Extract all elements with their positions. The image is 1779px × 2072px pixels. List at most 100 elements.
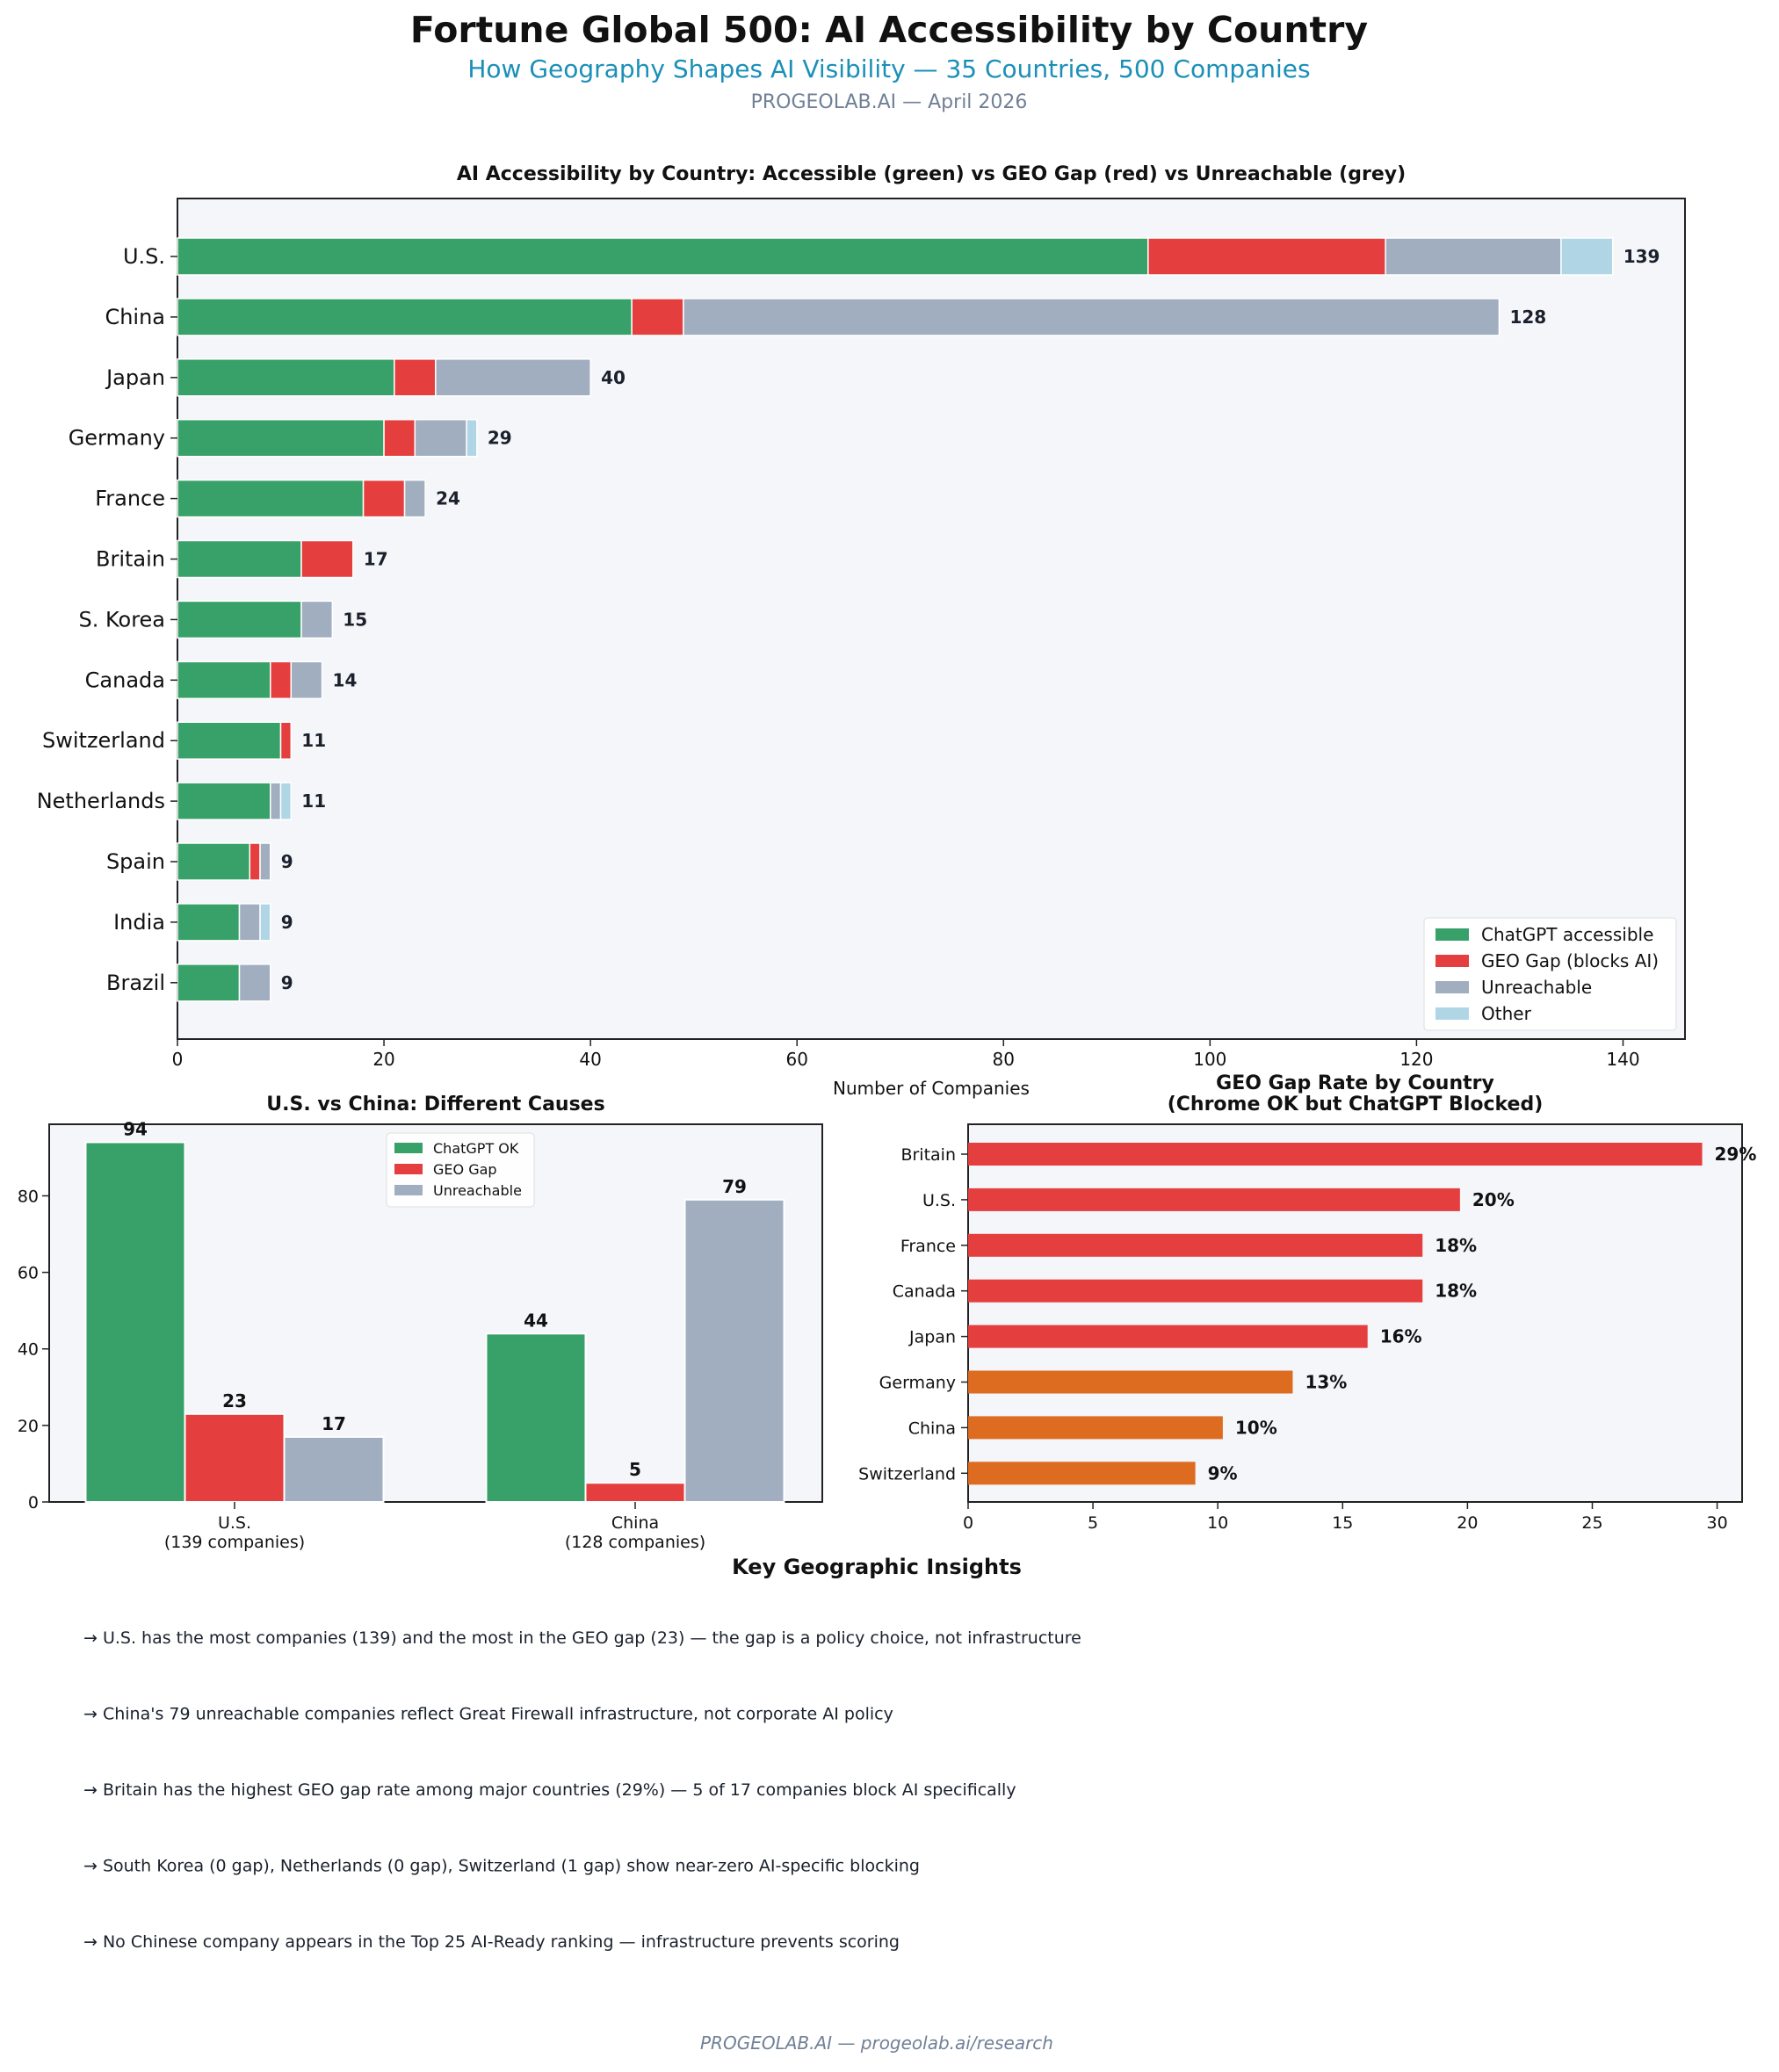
x-tick-label: 120 (1399, 1049, 1433, 1070)
bar-segment-unreachable (270, 782, 282, 820)
stacked-bar-chart: AI Accessibility by Country: Accessible … (37, 163, 1686, 1099)
y-tick-label: U.S. (123, 244, 165, 269)
bar-segment-other (259, 903, 271, 942)
legend-swatch (394, 1185, 423, 1195)
bar-unreachable (683, 1198, 785, 1503)
byline: PROGEOLAB.AI — April 2026 (751, 91, 1028, 113)
bar-segment-unreachable (414, 418, 467, 458)
legend: ChatGPT OK GEO Gap Unreachable (386, 1132, 535, 1208)
bar-segment-geo_gap (279, 721, 293, 760)
total-label: 11 (301, 730, 326, 751)
insights-title: Key Geographic Insights (732, 1555, 1022, 1579)
figure-title: Fortune Global 500: AI Accessibility by … (410, 9, 1368, 51)
legend-label: Unreachable (433, 1182, 522, 1199)
y-tick-label: Japan (908, 1328, 956, 1347)
insight-item: → South Korea (0 gap), Netherlands (0 ga… (83, 1857, 920, 1876)
legend-label: ChatGPT accessible (1481, 924, 1653, 945)
bar-segment-geo_gap (270, 661, 293, 700)
bar-accessible (485, 1332, 587, 1503)
legend-swatch (1435, 928, 1469, 941)
insight-item: → Britain has the highest GEO gap rate a… (83, 1780, 1016, 1800)
bar-segment-geo_gap (394, 358, 437, 397)
insights-list: → U.S. has the most companies (139) and … (83, 1628, 1081, 1952)
bar-segment-unreachable (435, 358, 591, 397)
rate-bar (968, 1370, 1293, 1394)
bar-segment-geo_gap (383, 418, 416, 458)
bar-segment-accessible (177, 661, 271, 700)
plot-area (967, 1123, 1743, 1503)
rate-label: 29% (1715, 1144, 1757, 1165)
rate-label: 20% (1472, 1189, 1515, 1210)
chart-title: GEO Gap Rate by Country (1216, 1072, 1494, 1094)
bar-segment-accessible (177, 539, 302, 579)
rate-label: 13% (1305, 1372, 1347, 1393)
x-tick-label: U.S. (218, 1513, 251, 1533)
insight-item: → U.S. has the most companies (139) and … (83, 1628, 1081, 1648)
bar-segment-accessible (177, 237, 1149, 276)
y-tick-label: 40 (18, 1340, 39, 1360)
rate-bar (968, 1325, 1368, 1348)
y-tick-label: India (113, 910, 165, 935)
x-tick-label: 30 (1706, 1513, 1727, 1533)
legend-swatch (1435, 955, 1469, 967)
legend-box (1423, 917, 1677, 1031)
rate-label: 18% (1435, 1235, 1477, 1256)
bar-segment-unreachable (238, 964, 271, 1002)
bar-segment-geo_gap (631, 298, 684, 336)
y-tick-label: Britain (96, 547, 165, 572)
y-tick-label: China (908, 1419, 956, 1438)
x-tick-label: 60 (785, 1049, 807, 1070)
value-label: 94 (123, 1118, 148, 1139)
y-tick-label: 0 (28, 1493, 39, 1512)
grouped-bar-chart: U.S. vs China: Different Causes 94 23 17 U.S… (18, 1094, 823, 1552)
chart-title: (Chrome OK but ChatGPT Blocked) (1168, 1094, 1544, 1115)
bar-segment-accessible (177, 721, 282, 760)
y-tick-label: Japan (105, 365, 165, 390)
bar-segment-unreachable (683, 298, 1501, 336)
total-label: 9 (281, 912, 293, 933)
x-tick-label: (128 companies) (565, 1533, 705, 1552)
plot-area (177, 198, 1686, 1040)
y-tick-label: China (105, 305, 165, 329)
x-tick-label: 80 (993, 1049, 1015, 1070)
insight-item: → China's 79 unreachable companies refle… (83, 1705, 893, 1724)
bar-segment-accessible (177, 479, 365, 518)
total-label: 15 (343, 609, 367, 630)
legend-swatch (394, 1143, 423, 1153)
bar-segment-unreachable (259, 842, 271, 881)
y-tick-label: Netherlands (37, 789, 165, 813)
value-label: 5 (629, 1459, 641, 1480)
rate-bar (968, 1416, 1223, 1440)
bar-segment-unreachable (238, 903, 261, 942)
y-tick-label: S. Korea (78, 607, 165, 632)
chart-title: AI Accessibility by Country: Accessible … (457, 163, 1406, 185)
rate-bar (968, 1143, 1703, 1166)
legend-swatch (1435, 1007, 1469, 1020)
value-label: 23 (222, 1390, 247, 1411)
x-tick-label: 0 (172, 1049, 184, 1070)
y-tick-label: Switzerland (42, 728, 165, 753)
bar-geo_gap (184, 1412, 286, 1503)
bar-segment-unreachable (403, 479, 426, 518)
x-tick-label: China (611, 1513, 659, 1533)
rate-label: 18% (1435, 1281, 1477, 1302)
rate-bar (968, 1462, 1196, 1485)
total-label: 139 (1624, 246, 1660, 267)
bar-segment-accessible (177, 782, 271, 820)
y-tick-label: 80 (18, 1187, 39, 1206)
legend-swatch (1435, 981, 1469, 993)
bar-segment-accessible (177, 964, 241, 1002)
bar-segment-unreachable (1385, 237, 1562, 276)
y-tick-label: Switzerland (858, 1464, 956, 1484)
total-label: 9 (281, 972, 293, 993)
y-tick-label: Canada (85, 668, 165, 692)
value-label: 17 (322, 1413, 346, 1434)
x-tick-label: 40 (579, 1049, 601, 1070)
y-tick-label: France (900, 1237, 956, 1256)
y-tick-label: U.S. (922, 1191, 956, 1210)
value-label: 44 (524, 1310, 548, 1331)
value-label: 79 (722, 1176, 747, 1197)
bar-accessible (84, 1141, 186, 1503)
y-tick-label: France (95, 487, 165, 511)
legend-label: GEO Gap (433, 1161, 497, 1178)
